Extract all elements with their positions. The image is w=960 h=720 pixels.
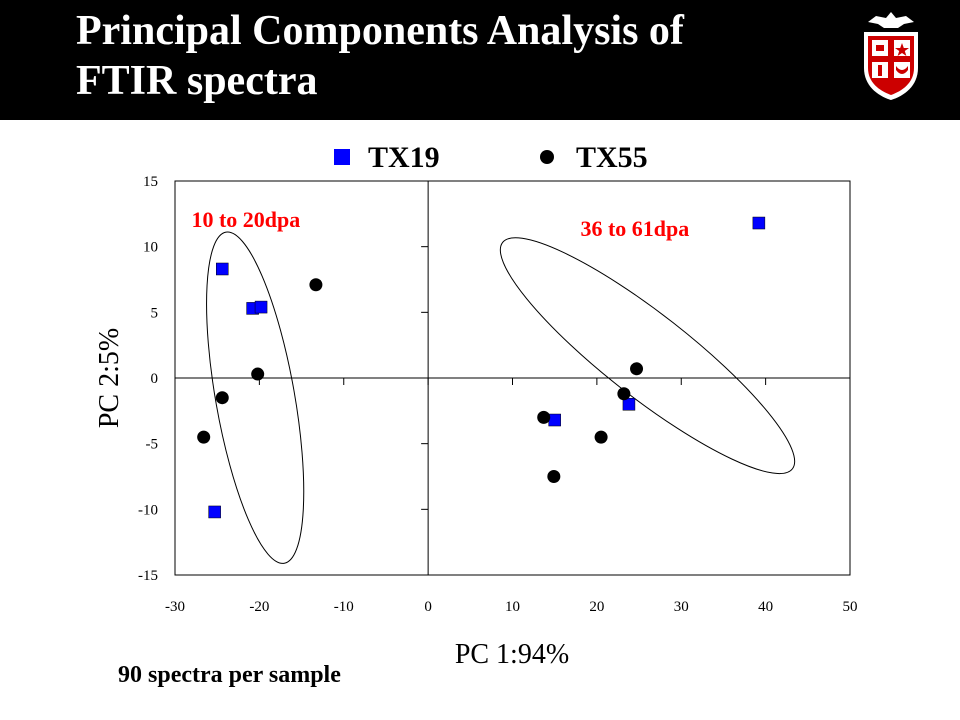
data-point-tx55 <box>594 430 608 444</box>
x-tick-label: 50 <box>843 599 858 615</box>
data-point-tx19 <box>622 398 636 411</box>
data-point-tx55 <box>309 278 323 292</box>
data-point-tx19 <box>254 300 268 314</box>
data-point-tx55 <box>547 470 561 483</box>
x-tick-label: 10 <box>505 599 520 615</box>
y-tick-label: -15 <box>138 568 158 584</box>
x-tick-label: 30 <box>674 599 689 615</box>
cluster-annotation: 10 to 20dpa <box>191 207 300 232</box>
data-point-tx55 <box>537 410 551 424</box>
y-tick-label: 10 <box>143 240 158 256</box>
y-tick-label: 0 <box>151 371 159 387</box>
footnote: 90 spectra per sample <box>118 662 341 688</box>
x-tick-label: 40 <box>758 599 773 615</box>
legend-marker-tx19 <box>334 149 350 165</box>
x-tick-label: -30 <box>165 599 185 615</box>
y-axis-label: PC 2:5% <box>94 328 125 428</box>
slide-title: Principal Components Analysis of FTIR sp… <box>76 8 684 104</box>
data-point-tx19 <box>752 216 766 230</box>
legend-marker-tx55 <box>540 150 554 164</box>
x-tick-label: -20 <box>249 599 269 615</box>
legend-label-tx19: TX19 <box>368 141 440 174</box>
data-point-tx19 <box>216 262 229 276</box>
y-tick-label: -10 <box>138 502 158 518</box>
eagle-icon <box>868 12 914 28</box>
data-point-tx19 <box>208 505 221 519</box>
slide-body <box>0 120 960 720</box>
x-axis-label: PC 1:94% <box>455 639 569 670</box>
cluster-ellipse <box>499 237 796 475</box>
cluster-annotation: 36 to 61dpa <box>580 216 689 241</box>
data-point-tx55 <box>630 362 644 376</box>
legend-label-tx55: TX55 <box>576 141 648 174</box>
university-shield-logo <box>864 12 918 100</box>
y-tick-label: -5 <box>146 437 159 453</box>
x-tick-label: 20 <box>589 599 604 615</box>
title-bar: Principal Components Analysis of FTIR sp… <box>0 0 960 120</box>
cluster-ellipse <box>206 231 305 564</box>
data-point-tx19 <box>548 413 561 427</box>
y-tick-label: 5 <box>151 305 159 321</box>
data-point-tx55 <box>251 367 265 381</box>
data-point-tx55 <box>617 387 631 401</box>
y-tick-label: 15 <box>143 174 158 190</box>
data-point-tx55 <box>197 430 211 444</box>
x-tick-label: 0 <box>424 599 432 615</box>
data-point-tx55 <box>215 391 229 405</box>
x-tick-label: -10 <box>334 599 354 615</box>
